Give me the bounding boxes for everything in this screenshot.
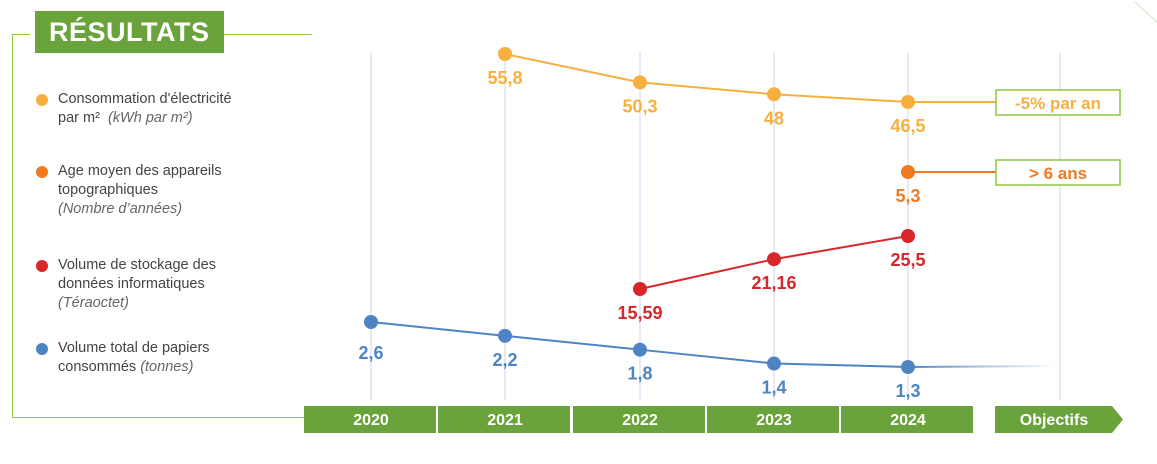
data-point-age-2024	[901, 165, 915, 179]
x-tick-label-2024: 2024	[890, 412, 926, 429]
x-tick-label-2021: 2021	[487, 412, 523, 429]
data-label-paper-2020: 2,6	[358, 343, 383, 363]
x-tick-label-2022: 2022	[622, 412, 658, 429]
target-label-age: > 6 ans	[1029, 164, 1087, 183]
data-point-paper-2023	[767, 356, 781, 371]
legend-unit: (Nombre d’années)	[58, 201, 183, 217]
legend-label: par m²	[58, 110, 100, 126]
data-point-storage-2023	[767, 252, 781, 267]
data-label-paper-2021: 2,2	[492, 350, 517, 370]
legend-dot-electricity	[36, 94, 48, 106]
data-label-elec-2022: 50,3	[622, 96, 657, 116]
data-label-age-2024: 5,3	[895, 186, 920, 206]
legend-item-age: Age moyen des appareils topographiques (…	[36, 162, 296, 219]
legend-item-paper: Volume total de papiers consommés (tonne…	[36, 339, 296, 377]
x-axis-block-2022	[573, 406, 705, 433]
data-point-paper-2020	[364, 315, 378, 329]
x-axis-block-2020	[304, 406, 436, 433]
data-label-paper-2022: 1,8	[627, 364, 652, 384]
data-label-paper-2023: 1,4	[761, 378, 786, 398]
x-axis-block-objectifs	[995, 406, 1123, 433]
legend-label: topographiques	[58, 182, 158, 198]
legend-unit: (Téraoctet)	[58, 295, 129, 311]
data-label-elec-2023: 48	[764, 108, 784, 128]
target-box-border	[995, 159, 1121, 186]
data-point-paper-2024	[901, 360, 915, 374]
x-axis-block-2023	[707, 406, 839, 433]
legend-unit: (kWh par m²)	[107, 110, 193, 126]
data-point-elec-2022	[633, 75, 647, 90]
data-label-storage-2024: 25,5	[890, 250, 925, 270]
data-point-paper-2021	[498, 328, 512, 343]
data-label-elec-2024: 46,5	[890, 116, 925, 136]
data-point-elec-2021	[498, 47, 512, 61]
legend-dot-paper	[36, 343, 48, 355]
legend-dot-age	[36, 166, 48, 178]
data-label-elec-2021: 55,8	[487, 68, 522, 88]
data-point-elec-2024	[901, 95, 915, 109]
target-box-age: > 6 ans	[995, 159, 1121, 186]
target-box-elec: -5% par an	[995, 89, 1121, 116]
legend-label: Age moyen des appareils	[58, 163, 222, 179]
legend-label: Volume total de papiers	[58, 340, 210, 356]
legend-label: données informatiques	[58, 276, 205, 292]
series-line-elec	[504, 53, 909, 103]
legend-dot-storage	[36, 260, 48, 272]
data-point-paper-2022	[633, 342, 647, 357]
series-tail-paper	[907, 365, 1056, 368]
x-tick-label-Objectifs: Objectifs	[1020, 412, 1089, 429]
legend-unit: (tonnes)	[140, 359, 194, 375]
data-point-storage-2022	[633, 282, 647, 296]
data-label-storage-2023: 21,16	[751, 273, 796, 293]
legend-label: Consommation d'électricité	[58, 91, 232, 107]
legend-item-storage: Volume de stockage des données informati…	[36, 256, 296, 313]
x-axis-block-2024	[841, 406, 973, 433]
legend-label: Volume de stockage des	[58, 257, 216, 273]
x-axis-block-2021	[438, 406, 570, 433]
x-tick-label-2020: 2020	[353, 412, 389, 429]
data-point-elec-2023	[767, 87, 781, 102]
target-label-elec: -5% par an	[1015, 94, 1101, 113]
corner-decoration	[1134, 1, 1157, 23]
x-tick-label-2023: 2023	[756, 412, 792, 429]
data-label-paper-2024: 1,3	[895, 381, 920, 401]
data-point-storage-2024	[901, 229, 915, 243]
legend-item-electricity: Consommation d'électricité par m² (kWh p…	[36, 90, 296, 128]
data-label-storage-2022: 15,59	[617, 303, 662, 323]
legend-label: consommés	[58, 359, 137, 375]
target-box-border	[995, 89, 1121, 116]
page-title: RÉSULTATS	[35, 11, 224, 53]
